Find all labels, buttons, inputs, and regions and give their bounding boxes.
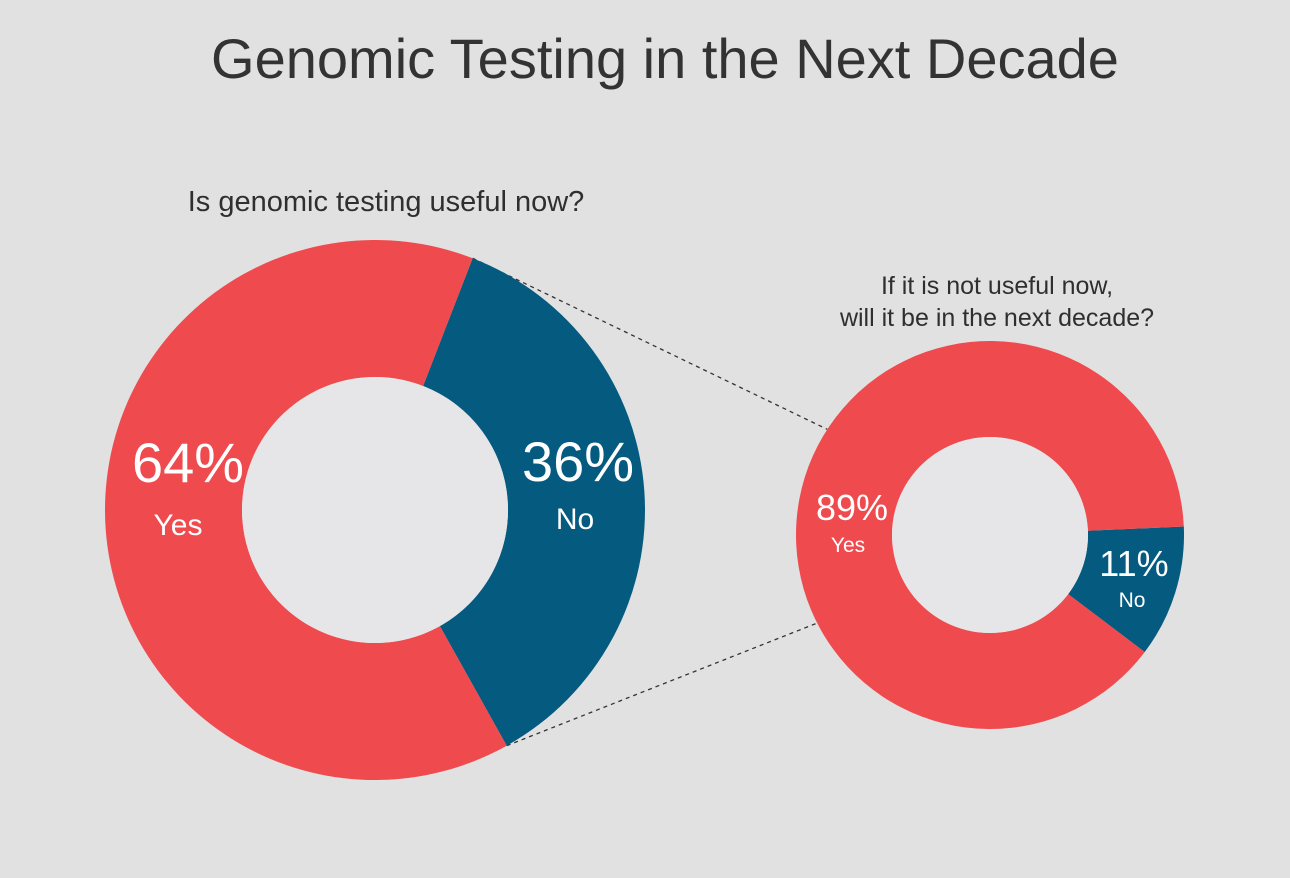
right-no-percent-label: 11% [1099, 543, 1168, 584]
left-yes-category-label: Yes [154, 509, 203, 542]
right-chart-question-line-1: If it is not useful now, [881, 272, 1113, 300]
left-slice-no [423, 258, 645, 746]
donut-chart-next-decade: 89% Yes 11% No [795, 341, 1184, 730]
left-donut-hole [242, 377, 508, 643]
right-slice-no [1068, 526, 1184, 653]
left-no-category-label: No [556, 503, 594, 536]
connector-line-top [472, 257, 828, 430]
chart-title: Genomic Testing in the Next Decade [211, 27, 1119, 90]
right-chart-question-line-2: will it be in the next decade? [839, 304, 1154, 332]
right-yes-category-label: Yes [831, 534, 865, 557]
donut-chart-current-usefulness: 64% Yes 36% No [105, 239, 645, 780]
right-slice-yes [795, 341, 1184, 730]
left-slice-yes [105, 239, 507, 780]
right-donut-hole [892, 437, 1088, 633]
right-no-category-label: No [1119, 589, 1146, 612]
left-chart-question: Is genomic testing useful now? [188, 186, 585, 218]
right-yes-percent-label: 89% [816, 487, 888, 528]
connector-lines [472, 257, 828, 747]
left-no-percent-label: 36% [522, 430, 634, 493]
left-yes-percent-label: 64% [132, 431, 244, 494]
